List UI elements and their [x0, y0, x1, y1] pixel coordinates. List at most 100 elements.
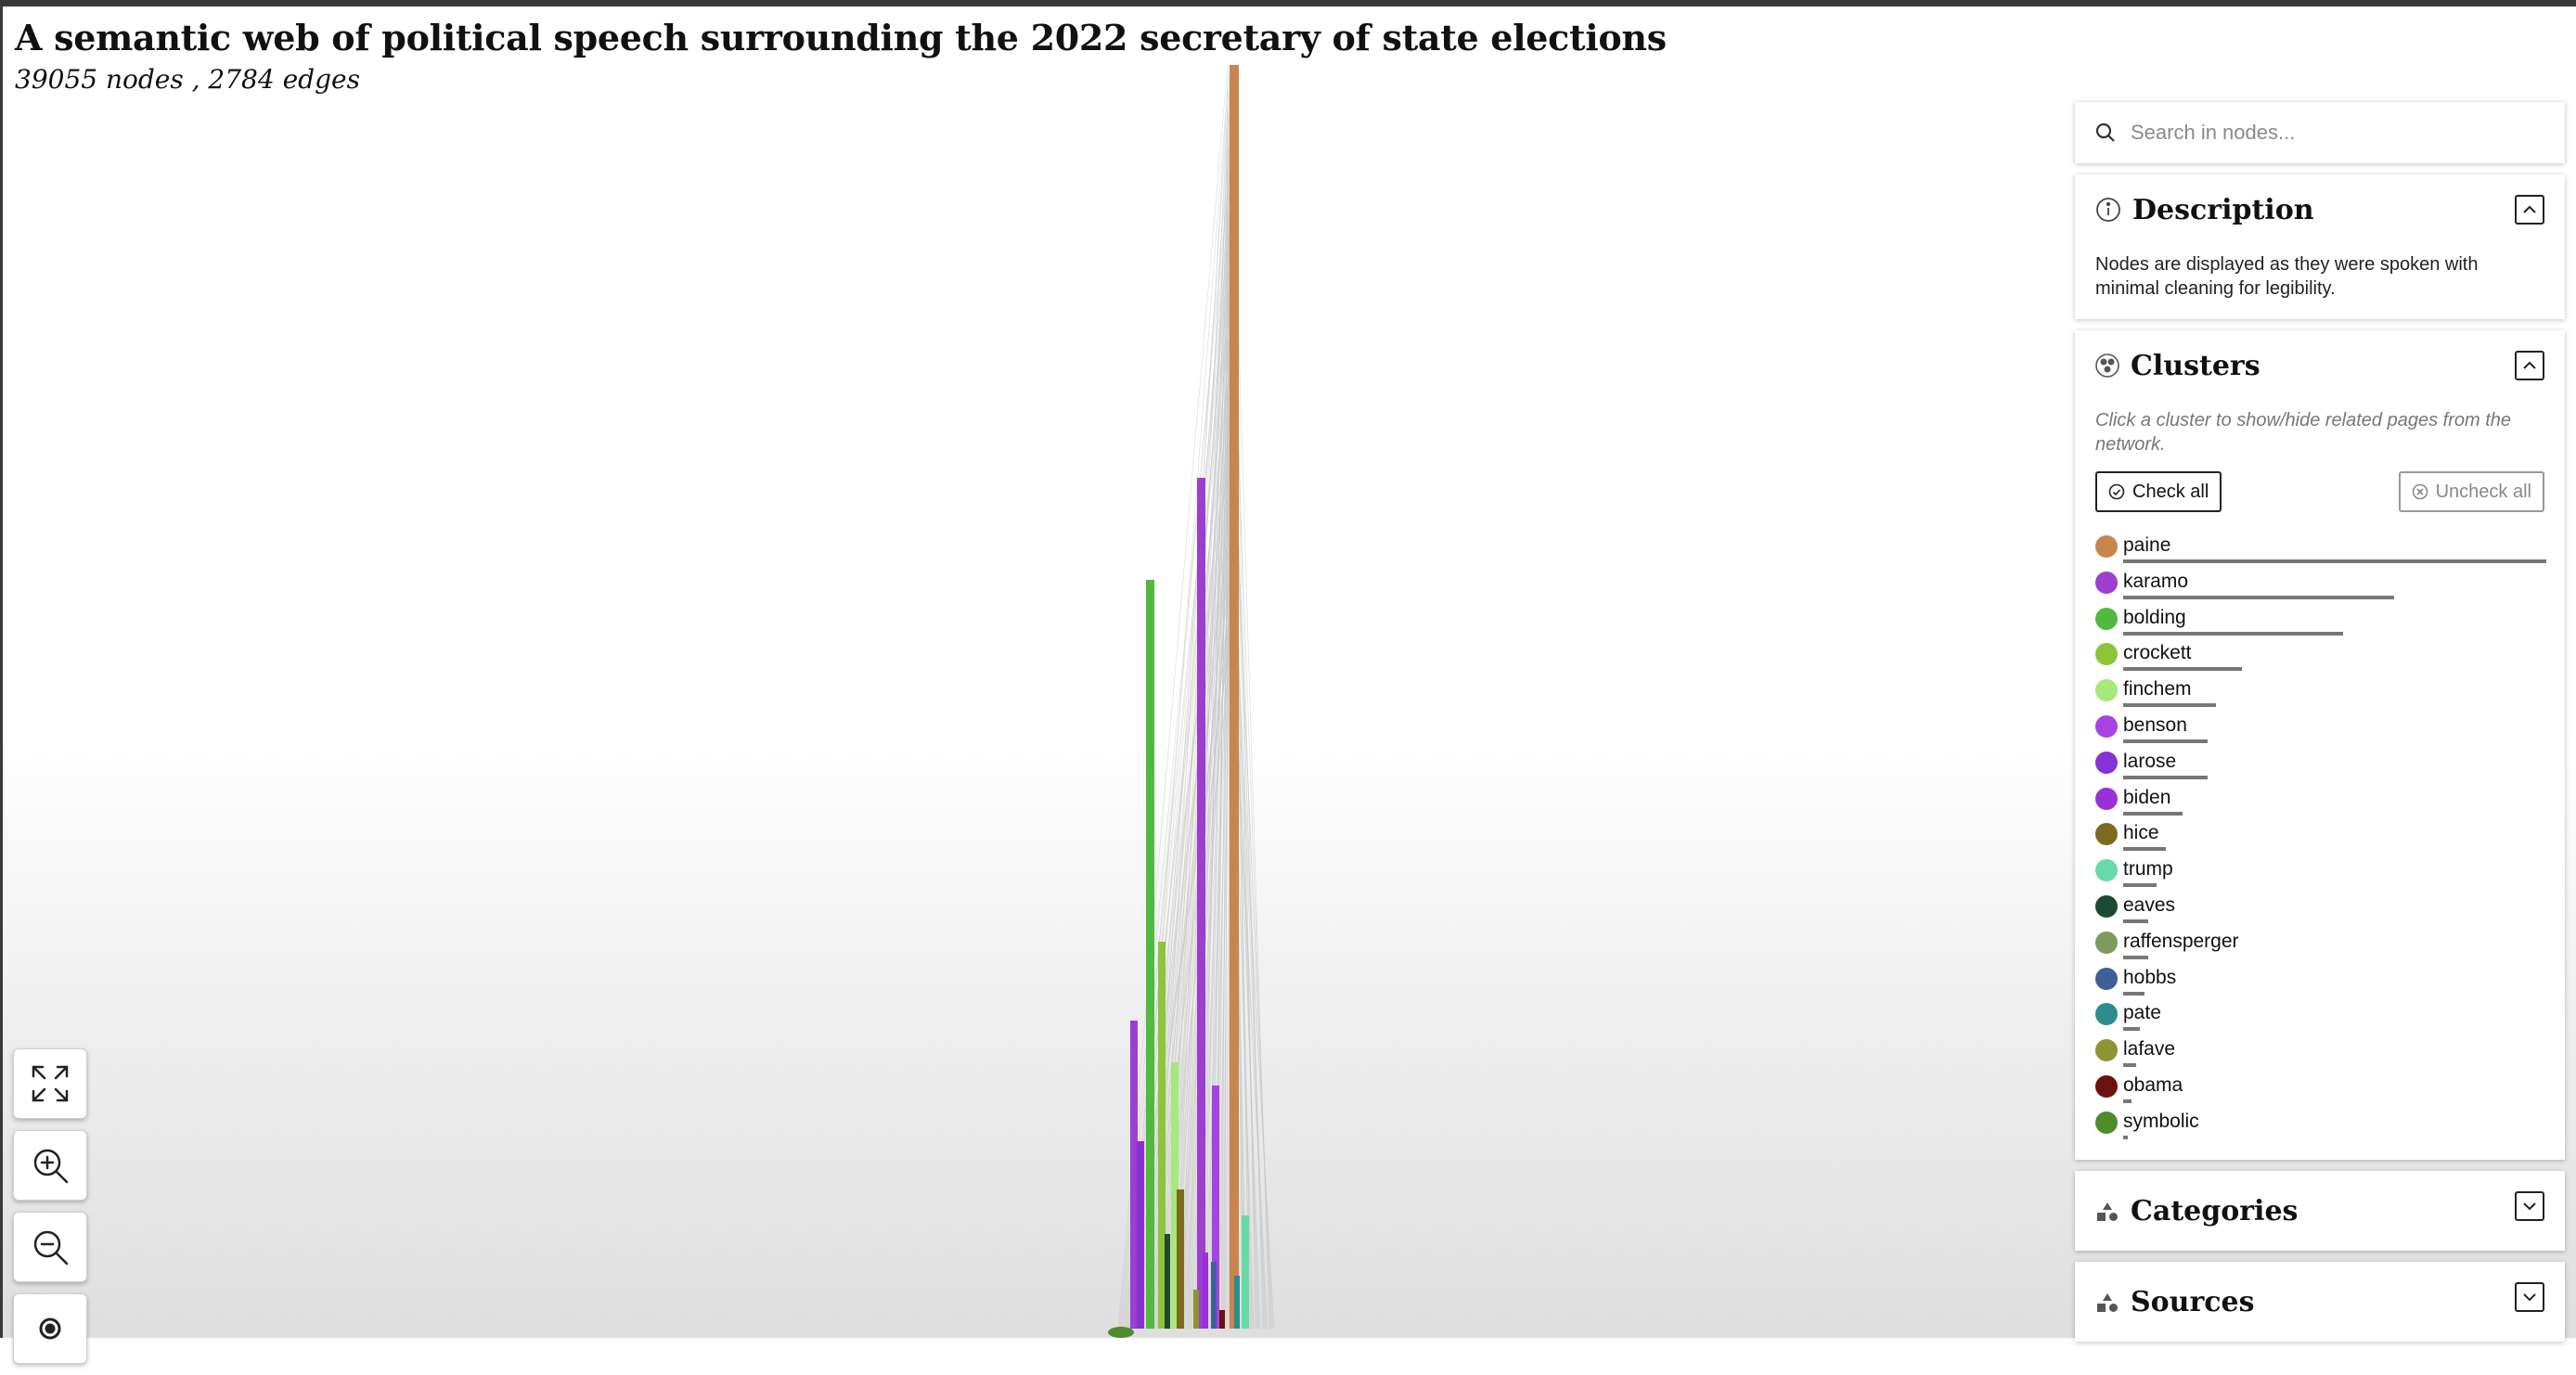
- description-panel: Description Nodes are displayed as they …: [2075, 174, 2565, 319]
- chevron-down-icon: [2523, 1292, 2536, 1301]
- cluster-color-dot: [2095, 894, 2118, 918]
- cluster-size-bar: [2123, 1099, 2132, 1103]
- cluster-item[interactable]: lafave: [2095, 1033, 2544, 1069]
- cluster-item[interactable]: hobbs: [2095, 961, 2544, 997]
- cluster-item[interactable]: raffensperger: [2095, 925, 2544, 961]
- cluster-label: bolding: [2123, 606, 2186, 628]
- cluster-label: pate: [2123, 1002, 2161, 1024]
- chevron-up-icon: [2523, 361, 2536, 369]
- center-view-icon: [39, 1317, 61, 1340]
- cluster-item[interactable]: paine: [2095, 529, 2546, 565]
- node-cluster-biden[interactable]: [1203, 1253, 1208, 1329]
- cluster-list: paine karamo bolding crockett finchem benson l…: [2095, 529, 2546, 1141]
- cluster-color-dot: [2095, 1003, 2118, 1026]
- cluster-item[interactable]: larose: [2095, 745, 2544, 781]
- sources-icon: [2097, 1292, 2118, 1312]
- description-title: Description: [2132, 193, 2314, 226]
- cluster-color-dot: [2095, 931, 2118, 954]
- node-cluster-pate[interactable]: [1234, 1276, 1240, 1329]
- chevron-up-icon: [2523, 205, 2536, 213]
- search-input[interactable]: [2129, 120, 2522, 146]
- node-cluster-paine[interactable]: [1230, 65, 1239, 1329]
- node-cluster-karamo[interactable]: [1197, 478, 1205, 1329]
- sources-expand-toggle[interactable]: [2515, 1281, 2544, 1312]
- cluster-label: obama: [2123, 1073, 2183, 1096]
- zoom-out-button[interactable]: [13, 1212, 87, 1282]
- cluster-label: paine: [2123, 534, 2171, 556]
- sources-title: Sources: [2131, 1286, 2255, 1319]
- cluster-size-bar: [2123, 559, 2546, 563]
- cluster-item[interactable]: trump: [2095, 853, 2544, 889]
- cluster-size-bar: [2123, 991, 2145, 996]
- zoom-in-icon: [33, 1149, 69, 1184]
- check-all-label: Check all: [2132, 481, 2209, 502]
- node-cluster-larose[interactable]: [1137, 1141, 1144, 1329]
- node-cluster-obama[interactable]: [1219, 1310, 1225, 1329]
- cluster-size-bar: [2123, 631, 2343, 636]
- cluster-item[interactable]: biden: [2095, 781, 2544, 817]
- cluster-item[interactable]: karamo: [2095, 565, 2544, 601]
- node-cluster-lafave[interactable]: [1193, 1290, 1199, 1329]
- cluster-item[interactable]: benson: [2095, 709, 2544, 745]
- side-panel: Description Nodes are displayed as they …: [2075, 102, 2565, 1353]
- cluster-size-bar: [2123, 847, 2166, 852]
- node-cluster-karamo[interactable]: [1130, 1021, 1138, 1329]
- window-left-border: [0, 0, 3, 1338]
- cluster-item[interactable]: bolding: [2095, 601, 2544, 637]
- node-cluster-hobbs[interactable]: [1211, 1262, 1217, 1329]
- center-view-button[interactable]: [13, 1293, 87, 1364]
- cluster-size-bar: [2123, 1135, 2128, 1139]
- page-title: A semantic web of political speech surro…: [15, 17, 1667, 58]
- zoom-out-icon: [33, 1230, 69, 1266]
- node-cluster-crockett[interactable]: [1158, 942, 1166, 1329]
- cluster-size-bar: [2123, 667, 2242, 672]
- node-cluster-finchem[interactable]: [1171, 1062, 1179, 1329]
- cluster-color-dot: [2095, 787, 2118, 810]
- cluster-color-dot: [2095, 823, 2118, 846]
- node-cluster-trump[interactable]: [1242, 1215, 1249, 1329]
- cluster-item[interactable]: hice: [2095, 816, 2544, 853]
- node-cluster-symbolic[interactable]: [1108, 1327, 1134, 1338]
- cluster-label: larose: [2123, 750, 2177, 772]
- clusters-icon: [2095, 353, 2119, 378]
- search-box: [2075, 102, 2565, 163]
- cluster-item[interactable]: pate: [2095, 996, 2544, 1033]
- clusters-collapse-toggle[interactable]: [2515, 351, 2544, 380]
- cluster-label: biden: [2123, 786, 2171, 808]
- cluster-size-bar: [2123, 919, 2148, 923]
- cluster-color-dot: [2095, 643, 2118, 666]
- node-cluster-eaves[interactable]: [1165, 1234, 1170, 1329]
- window-top-border: [0, 0, 2576, 6]
- cluster-label: crockett: [2123, 642, 2192, 664]
- categories-panel: Categories: [2075, 1170, 2565, 1251]
- cluster-item[interactable]: obama: [2095, 1069, 2544, 1105]
- cluster-color-dot: [2095, 679, 2118, 702]
- cluster-label: trump: [2123, 858, 2173, 880]
- cluster-label: lafave: [2123, 1038, 2176, 1060]
- graph-controls: [13, 1048, 87, 1375]
- node-cluster-benson[interactable]: [1212, 1086, 1219, 1329]
- zoom-in-button[interactable]: [13, 1130, 87, 1201]
- node-cluster-bolding[interactable]: [1146, 580, 1154, 1329]
- uncheck-all-button[interactable]: Uncheck all: [2398, 471, 2544, 512]
- cluster-item[interactable]: eaves: [2095, 889, 2544, 925]
- network-graph[interactable]: [1021, 56, 1299, 1338]
- cluster-item[interactable]: symbolic: [2095, 1105, 2544, 1141]
- info-icon: [2096, 198, 2120, 222]
- cluster-item[interactable]: finchem: [2095, 673, 2544, 709]
- node-cluster-hice[interactable]: [1177, 1189, 1184, 1329]
- categories-icon: [2097, 1202, 2118, 1221]
- cluster-size-bar: [2123, 1027, 2140, 1032]
- categories-expand-toggle[interactable]: [2515, 1190, 2544, 1221]
- cluster-label: karamo: [2123, 570, 2189, 592]
- cluster-color-dot: [2095, 1039, 2118, 1062]
- cluster-item[interactable]: crockett: [2095, 636, 2544, 673]
- uncheck-all-label: Uncheck all: [2435, 481, 2531, 502]
- description-text: Nodes are displayed as they were spoken …: [2095, 254, 2479, 299]
- cluster-color-dot: [2095, 967, 2118, 990]
- description-collapse-toggle[interactable]: [2515, 195, 2544, 225]
- fullscreen-button[interactable]: [13, 1048, 87, 1119]
- check-all-button[interactable]: Check all: [2095, 471, 2222, 512]
- header: A semantic web of political speech surro…: [15, 17, 1667, 95]
- cluster-color-dot: [2095, 859, 2118, 882]
